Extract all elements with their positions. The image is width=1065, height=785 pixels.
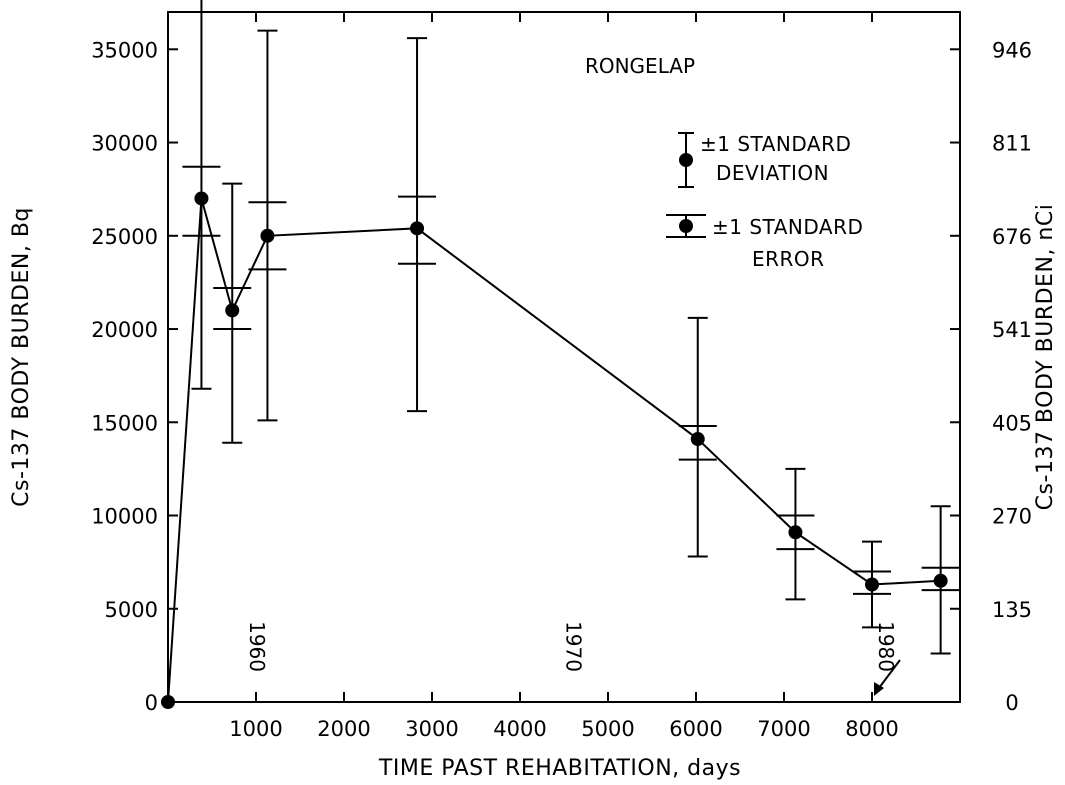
legend-sd-label-line1: ±1 STANDARD bbox=[700, 132, 851, 156]
right-y-tick-label: 0 bbox=[1005, 691, 1018, 715]
legend-se-label-line2: ERROR bbox=[752, 247, 825, 271]
right-y-tick-label: 946 bbox=[992, 38, 1032, 62]
y-tick-label: 35000 bbox=[91, 38, 158, 62]
x-tick-label: 7000 bbox=[757, 717, 810, 741]
right-y-tick-label: 811 bbox=[992, 132, 1032, 156]
y-tick-label: 15000 bbox=[91, 411, 158, 435]
x-tick-label: 5000 bbox=[581, 717, 634, 741]
y-axis-title: Cs-137 BODY BURDEN, Bq bbox=[9, 207, 34, 507]
x-tick-label: 3000 bbox=[405, 717, 458, 741]
data-point bbox=[260, 228, 275, 243]
right-y-axis-title: Cs-137 BODY BURDEN, nCi bbox=[1033, 204, 1058, 511]
data-point bbox=[225, 303, 240, 318]
year-label: 1960 bbox=[245, 621, 269, 672]
year-1980-arrowhead bbox=[874, 682, 884, 696]
data-point bbox=[865, 577, 879, 592]
data-point bbox=[161, 695, 175, 709]
legend-sd-marker bbox=[679, 153, 693, 167]
y-tick-label: 30000 bbox=[91, 132, 158, 156]
data-point bbox=[690, 432, 705, 447]
year-label: 1980 bbox=[874, 621, 898, 672]
right-y-tick-label: 270 bbox=[992, 505, 1032, 529]
x-tick-label: 6000 bbox=[669, 717, 722, 741]
y-tick-label: 20000 bbox=[91, 318, 158, 342]
y-axis-ticks: 0 5000 10000 15000 20000 25000 30000 35000 bbox=[91, 38, 178, 715]
y-tick-label: 5000 bbox=[105, 598, 158, 622]
x-tick-label: 4000 bbox=[493, 717, 546, 741]
x-tick-label: 2000 bbox=[317, 717, 370, 741]
legend-se-marker bbox=[679, 219, 693, 233]
data-points bbox=[161, 191, 948, 709]
x-axis-ticks: 1000 2000 3000 4000 5000 6000 7000 8000 bbox=[229, 12, 899, 741]
year-label: 1970 bbox=[562, 621, 586, 672]
y-tick-label: 25000 bbox=[91, 225, 158, 249]
x-tick-label: 8000 bbox=[845, 717, 898, 741]
data-point bbox=[933, 573, 948, 588]
right-y-tick-label: 405 bbox=[992, 411, 1032, 435]
data-point bbox=[194, 191, 209, 206]
data-point bbox=[788, 525, 803, 540]
right-y-tick-label: 135 bbox=[992, 598, 1032, 622]
series-line bbox=[167, 198, 941, 703]
year-annotations: 1960 1970 1980 bbox=[245, 621, 901, 696]
x-tick-label: 1000 bbox=[229, 717, 282, 741]
data-point bbox=[410, 221, 425, 236]
chart-title: RONGELAP bbox=[585, 54, 695, 78]
legend-sd-label-line2: DEVIATION bbox=[716, 161, 829, 185]
right-y-axis-ticks: 0 135 270 405 541 676 811 946 bbox=[950, 38, 1032, 715]
legend: ±1 STANDARD DEVIATION ±1 STANDARD ERROR bbox=[666, 132, 863, 271]
right-y-tick-label: 676 bbox=[992, 225, 1032, 249]
legend-se-label-line1: ±1 STANDARD bbox=[712, 215, 863, 239]
y-tick-label: 0 bbox=[145, 691, 158, 715]
error-bars bbox=[182, 0, 960, 655]
plot-frame bbox=[167, 11, 961, 703]
x-axis-title: TIME PAST REHABITATION, days bbox=[378, 756, 741, 781]
right-y-tick-label: 541 bbox=[992, 318, 1032, 342]
y-tick-label: 10000 bbox=[91, 505, 158, 529]
